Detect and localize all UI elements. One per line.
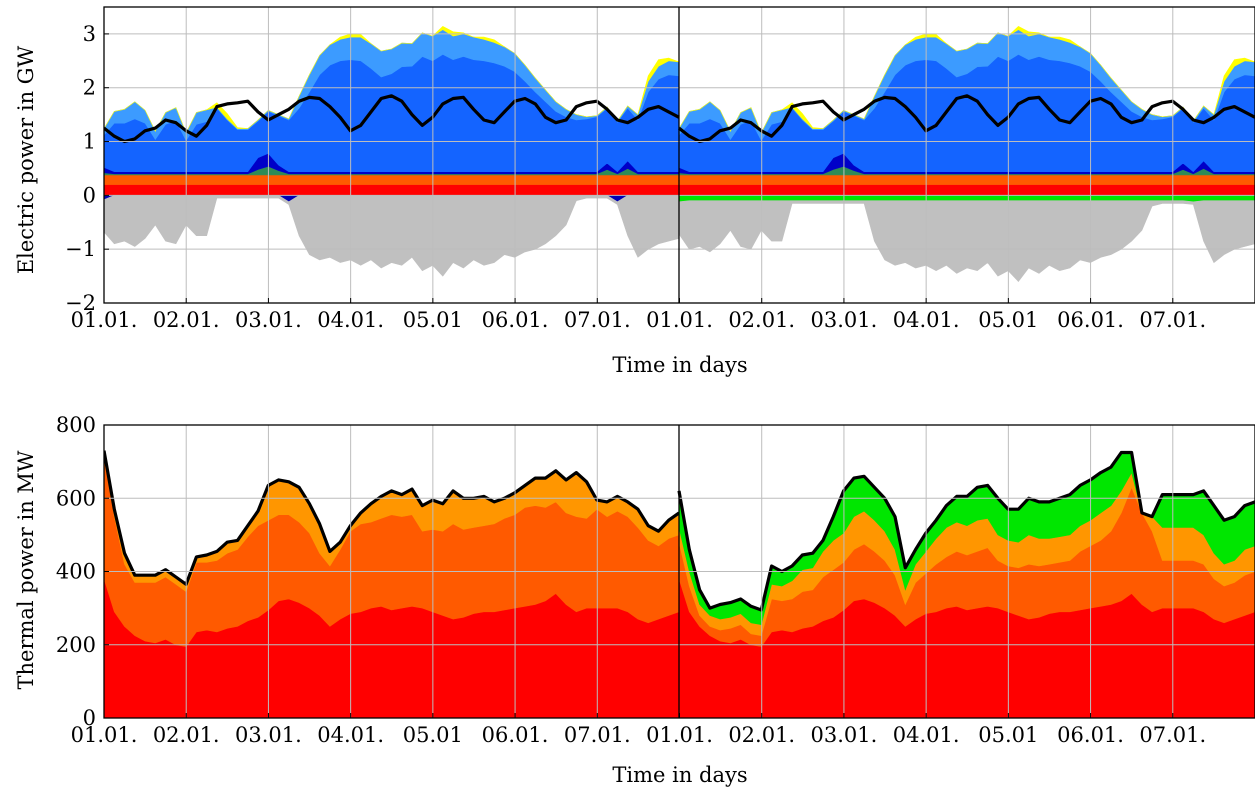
x-tick-label: 02.01. bbox=[728, 723, 795, 747]
x-tick-label: 06.01. bbox=[1057, 723, 1124, 747]
y-tick-label: 0 bbox=[83, 183, 96, 207]
x-tick-label: 01.01. bbox=[646, 308, 713, 332]
electric-area-0-1 bbox=[104, 174, 680, 185]
y-tick-label: 400 bbox=[56, 560, 96, 584]
x-tick-label: 04.01. bbox=[317, 308, 384, 332]
x-tick-label: 07.01. bbox=[564, 308, 631, 332]
bottom-x-axis-label: Time in days bbox=[612, 763, 747, 787]
x-tick-label: 02.01. bbox=[153, 723, 220, 747]
y-tick-label: 600 bbox=[56, 486, 96, 510]
y-tick-label: 2 bbox=[83, 76, 96, 100]
x-tick-label: 05.01 bbox=[978, 308, 1038, 332]
x-tick-label: 03.01. bbox=[235, 723, 302, 747]
y-tick-label: −2 bbox=[65, 291, 96, 315]
x-tick-label: 05.01 bbox=[403, 723, 463, 747]
electric-negative-area bbox=[104, 195, 680, 277]
x-tick-label: 02.01. bbox=[728, 308, 795, 332]
bottom-y-axis-label: Thermal power in MW bbox=[14, 450, 38, 689]
x-tick-label: 07.01. bbox=[564, 723, 631, 747]
x-tick-label: 01.01. bbox=[646, 723, 713, 747]
electric-negative-area bbox=[678, 200, 1255, 282]
electric-area-1-1 bbox=[678, 174, 1255, 185]
bottom-series bbox=[104, 450, 1255, 718]
electric-area-1-0 bbox=[678, 184, 1255, 196]
x-tick-label: 06.01. bbox=[482, 723, 549, 747]
thermal-demand-line bbox=[104, 450, 680, 586]
x-tick-label: 01.01. bbox=[71, 308, 138, 332]
x-tick-label: 07.01. bbox=[1139, 308, 1206, 332]
x-tick-label: 06.01. bbox=[482, 308, 549, 332]
x-tick-label: 03.01. bbox=[811, 723, 878, 747]
thermal-demand-line bbox=[677, 450, 1255, 612]
top-y-axis-label: Electric power in GW bbox=[14, 45, 38, 274]
y-tick-label: 1 bbox=[83, 130, 96, 154]
y-tick-label: 200 bbox=[56, 633, 96, 657]
top-x-axis-label: Time in days bbox=[612, 353, 747, 377]
x-tick-label: 04.01. bbox=[317, 723, 384, 747]
x-tick-label: 04.01. bbox=[893, 308, 960, 332]
thermal-power-chart: 01.01. 02.01. 03.01. 04.01. 05.01 06.01. 07.01… bbox=[56, 413, 1255, 747]
x-tick-label: 03.01. bbox=[235, 308, 302, 332]
x-tick-label: 06.01. bbox=[1057, 308, 1124, 332]
x-tick-label: 05.01 bbox=[978, 723, 1038, 747]
x-tick-label: 03.01. bbox=[811, 308, 878, 332]
top-series bbox=[104, 26, 1255, 282]
electric-area-0-0 bbox=[104, 184, 680, 196]
y-tick-label: −1 bbox=[65, 237, 96, 261]
x-tick-label: 07.01. bbox=[1139, 723, 1206, 747]
demand-line bbox=[678, 94, 1255, 144]
demand-line bbox=[104, 94, 680, 144]
electric-power-chart: 01.01. 02.01. 03.01. 04.01. 05.01 06.01. 07.01… bbox=[65, 6, 1255, 332]
y-tick-label: 0 bbox=[83, 706, 96, 730]
y-tick-label: 3 bbox=[83, 22, 96, 46]
y-tick-label: 800 bbox=[56, 413, 96, 437]
x-tick-label: 01.01. bbox=[71, 723, 138, 747]
x-tick-label: 02.01. bbox=[153, 308, 220, 332]
x-tick-label: 05.01 bbox=[403, 308, 463, 332]
x-tick-label: 04.01. bbox=[893, 723, 960, 747]
